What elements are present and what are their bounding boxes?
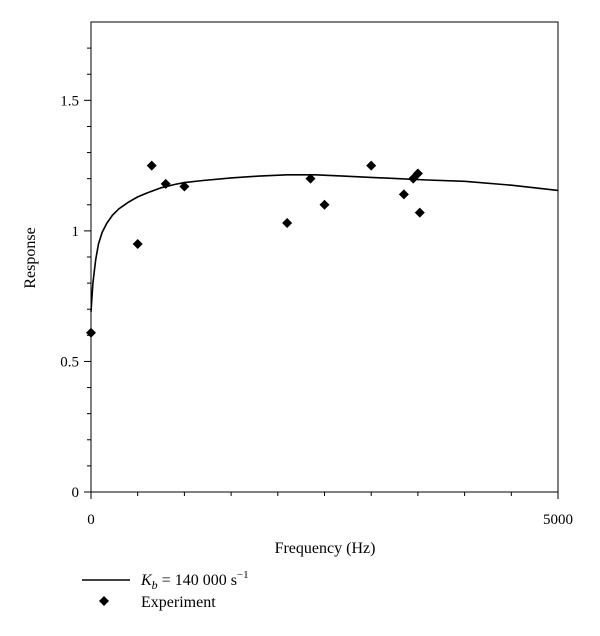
legend-line-label: Kb = 140 000 s−1 xyxy=(140,569,249,592)
experiment-point xyxy=(132,238,143,249)
x-tick-label: 0 xyxy=(87,512,95,528)
legend-marker-swatch xyxy=(99,596,109,606)
y-axis-label: Response xyxy=(22,227,39,288)
experiment-point xyxy=(179,181,190,192)
experiment-point xyxy=(282,218,293,229)
model-curve-line xyxy=(90,174,559,312)
y-tick-label: 1.5 xyxy=(60,93,79,109)
experiment-point xyxy=(398,189,409,200)
y-axis-ticks: 0 0.5 1 1.5 xyxy=(60,93,91,501)
legend-line-k: K xyxy=(140,572,153,589)
x-axis-label: Frequency (Hz) xyxy=(275,540,376,557)
minor-ticks xyxy=(87,47,512,496)
legend-line-sup: −1 xyxy=(237,569,249,581)
y-tick-label: 0.5 xyxy=(60,354,79,370)
experiment-points xyxy=(86,160,425,338)
experiment-point xyxy=(414,207,425,218)
experiment-point xyxy=(366,160,377,171)
experiment-point xyxy=(146,160,157,171)
plot-area: 0 0.5 1 1.5 0 5000 xyxy=(60,21,573,528)
legend: Kb = 140 000 s−1 Experiment xyxy=(82,569,249,611)
experiment-point xyxy=(160,178,171,189)
y-tick-label: 1 xyxy=(72,224,80,240)
legend-line-sub: b xyxy=(152,578,158,592)
plot-frame xyxy=(90,21,559,493)
experiment-point xyxy=(319,199,330,210)
experiment-point xyxy=(305,173,316,184)
experiment-point xyxy=(412,168,423,179)
x-tick-label: 5000 xyxy=(543,512,573,528)
legend-line-value: = 140 000 s xyxy=(158,572,237,589)
experiment-point xyxy=(86,327,96,338)
x-axis-ticks: 0 5000 xyxy=(87,492,573,528)
y-tick-label: 0 xyxy=(72,485,80,501)
legend-marker-label: Experiment xyxy=(141,594,216,611)
